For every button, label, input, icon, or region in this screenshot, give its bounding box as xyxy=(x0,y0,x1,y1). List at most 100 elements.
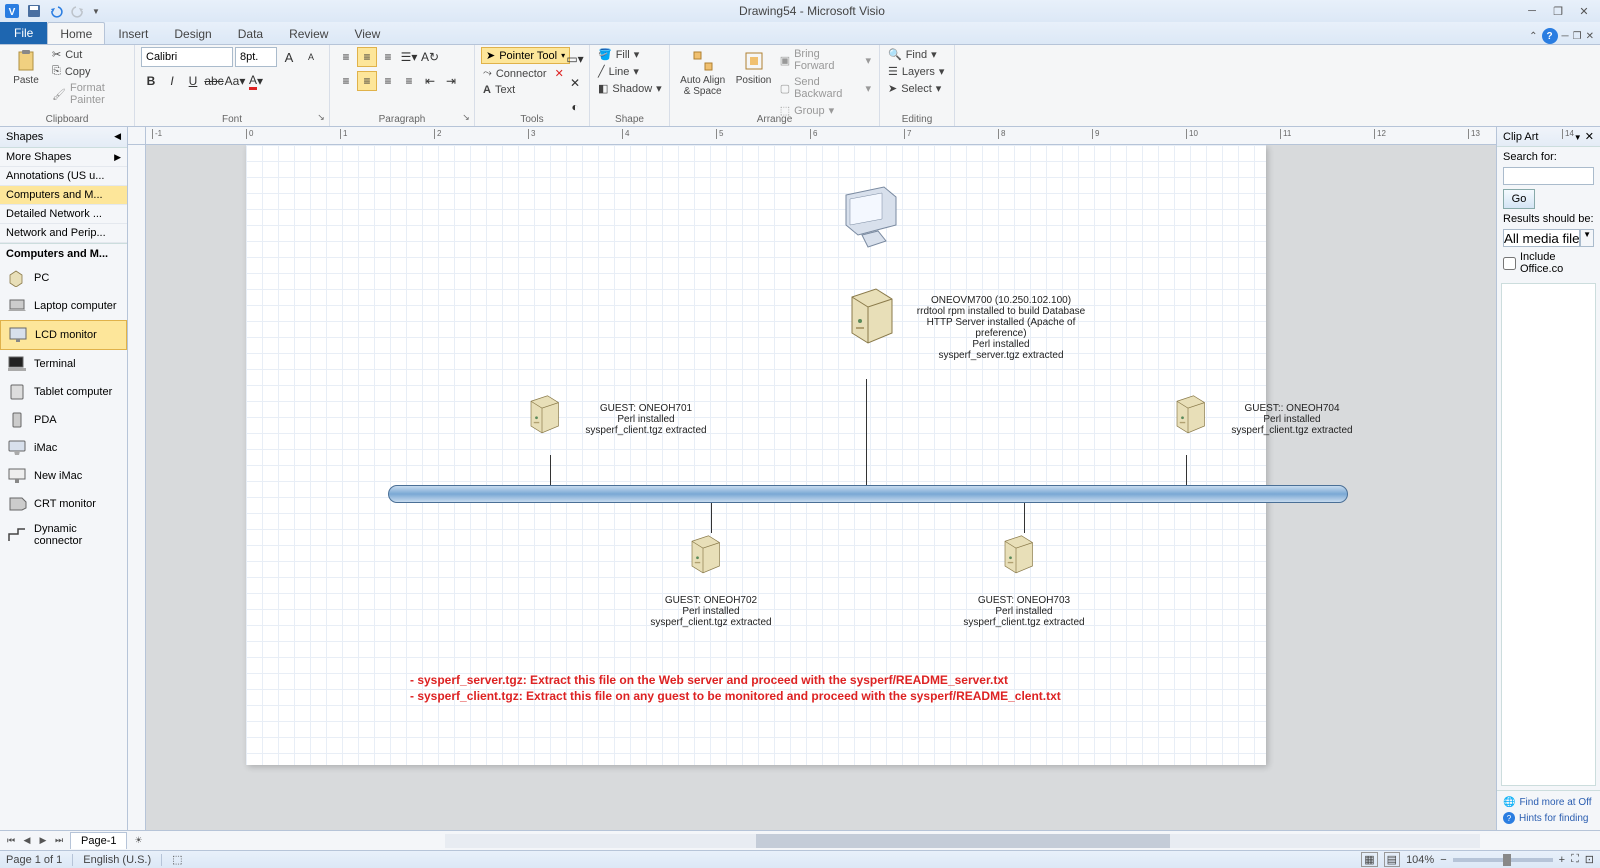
server-shape[interactable] xyxy=(1166,393,1210,440)
shapes-category[interactable]: Detailed Network ... xyxy=(0,205,127,224)
text-tool-button[interactable]: AText xyxy=(481,83,517,97)
shadow-button[interactable]: ◧Shadow▾ xyxy=(596,81,664,96)
server-shape[interactable] xyxy=(520,393,564,440)
align-bottom-button[interactable]: ≡ xyxy=(378,47,398,67)
tab-design[interactable]: Design xyxy=(161,22,224,44)
shapes-category[interactable]: Network and Perip... xyxy=(0,224,127,243)
line-button[interactable]: ╱Line▾ xyxy=(596,64,641,79)
view-fullscreen-icon[interactable]: ▤ xyxy=(1384,852,1400,867)
shapes-category[interactable]: Annotations (US u... xyxy=(0,167,127,186)
send-backward-button[interactable]: ▢Send Backward▾ xyxy=(778,75,873,101)
minimize-button[interactable]: ─ xyxy=(1520,3,1544,19)
paragraph-dialog-launcher[interactable]: ↘ xyxy=(460,112,472,124)
page-prev-button[interactable]: ◀ xyxy=(20,834,34,848)
shape-item[interactable]: Tablet computer xyxy=(0,378,127,406)
grow-font-icon[interactable]: A xyxy=(279,47,299,67)
zoom-slider-thumb[interactable] xyxy=(1503,854,1511,866)
align-justify-button[interactable]: ≡ xyxy=(399,71,419,91)
font-size-select[interactable] xyxy=(235,47,277,67)
shape-item[interactable]: New iMac xyxy=(0,462,127,490)
note-text[interactable]: - sysperf_client.tgz: Extract this file … xyxy=(410,689,1061,703)
note-text[interactable]: - sysperf_server.tgz: Extract this file … xyxy=(410,673,1008,687)
drawing-page[interactable]: ONEOVM700 (10.250.102.100) rrdtool rpm i… xyxy=(246,145,1266,765)
font-name-select[interactable] xyxy=(141,47,233,67)
more-shapes-button[interactable]: More Shapes▶ xyxy=(0,148,127,167)
rectangle-tool-icon[interactable]: ▭▾ xyxy=(565,49,585,69)
h-scrollbar[interactable] xyxy=(445,834,1480,848)
inner-restore-icon[interactable]: ❐ xyxy=(1573,31,1582,42)
language-status[interactable]: English (U.S.) xyxy=(83,854,151,866)
indent-inc-button[interactable]: ⇥ xyxy=(441,71,461,91)
select-button[interactable]: ➤Select▾ xyxy=(886,81,943,96)
italic-button[interactable]: I xyxy=(162,71,182,91)
ribbon-minimize-icon[interactable]: ⌃ xyxy=(1529,31,1537,42)
pan-zoom-button[interactable]: ⊡ xyxy=(1585,853,1594,866)
align-center-button[interactable]: ≡ xyxy=(357,71,377,91)
tab-file[interactable]: File xyxy=(0,22,47,44)
shape-item[interactable]: PDA xyxy=(0,406,127,434)
copy-button[interactable]: ⎘Copy xyxy=(50,64,128,79)
server-shape[interactable] xyxy=(994,533,1038,580)
connection-point-icon[interactable]: ✕ xyxy=(565,73,585,93)
connector-line[interactable] xyxy=(866,379,867,485)
server-shape[interactable] xyxy=(681,533,725,580)
h-scrollbar-thumb[interactable] xyxy=(756,834,1170,848)
indent-dec-button[interactable]: ⇤ xyxy=(420,71,440,91)
tab-view[interactable]: View xyxy=(341,22,393,44)
shape-item[interactable]: Dynamic connector xyxy=(0,518,127,552)
view-normal-icon[interactable]: ▦ xyxy=(1361,852,1377,867)
server-shape[interactable] xyxy=(836,285,900,352)
page-next-button[interactable]: ▶ xyxy=(36,834,50,848)
case-button[interactable]: Aa▾ xyxy=(225,71,245,91)
fit-page-button[interactable]: ⛶ xyxy=(1571,853,1579,866)
save-icon[interactable] xyxy=(26,3,42,19)
shape-item[interactable]: PC xyxy=(0,264,127,292)
restore-button[interactable]: ❐ xyxy=(1546,3,1570,19)
font-color-button[interactable]: A▾ xyxy=(246,71,266,91)
shape-item[interactable]: LCD monitor xyxy=(0,320,127,350)
position-button[interactable]: Position xyxy=(733,47,773,88)
tab-home[interactable]: Home xyxy=(47,22,105,44)
tab-data[interactable]: Data xyxy=(225,22,276,44)
format-painter-button[interactable]: 🖌Format Painter xyxy=(50,81,128,107)
media-types-dropdown-icon[interactable]: ▼ xyxy=(1580,229,1594,247)
clipart-go-button[interactable]: Go xyxy=(1503,189,1535,209)
cut-button[interactable]: ✂Cut xyxy=(50,47,128,62)
strikethrough-button[interactable]: abc xyxy=(204,71,224,91)
underline-button[interactable]: U xyxy=(183,71,203,91)
find-more-link[interactable]: 🌐Find more at Off xyxy=(1503,795,1594,810)
align-right-button[interactable]: ≡ xyxy=(378,71,398,91)
shape-item[interactable]: Terminal xyxy=(0,350,127,378)
hints-link[interactable]: ?Hints for finding xyxy=(1503,810,1594,826)
connector-line[interactable] xyxy=(1186,455,1187,485)
clipart-dropdown-icon[interactable]: ▼ xyxy=(1574,133,1582,142)
new-page-button[interactable]: ☀ xyxy=(131,834,145,848)
shrink-font-icon[interactable]: A xyxy=(301,47,321,67)
inner-minimize-icon[interactable]: ─ xyxy=(1562,31,1569,42)
shape-item[interactable]: Laptop computer xyxy=(0,292,127,320)
clipart-search-input[interactable] xyxy=(1503,167,1594,185)
connector-line[interactable] xyxy=(711,503,712,533)
font-dialog-launcher[interactable]: ↘ xyxy=(315,112,327,124)
undo-icon[interactable] xyxy=(48,3,64,19)
align-top-button[interactable]: ≡ xyxy=(336,47,356,67)
delete-connector-icon[interactable]: ✕ xyxy=(555,67,564,80)
shape-item[interactable]: iMac xyxy=(0,434,127,462)
inner-close-icon[interactable]: ✕ xyxy=(1586,31,1594,42)
qat-dropdown-icon[interactable]: ▼ xyxy=(92,7,100,16)
redo-icon[interactable] xyxy=(70,3,86,19)
zoom-out-button[interactable]: − xyxy=(1440,854,1446,866)
canvas-viewport[interactable]: ONEOVM700 (10.250.102.100) rrdtool rpm i… xyxy=(146,145,1496,830)
zoom-slider[interactable] xyxy=(1453,858,1553,862)
shapes-category[interactable]: Computers and M... xyxy=(0,186,127,205)
tab-insert[interactable]: Insert xyxy=(105,22,161,44)
bold-button[interactable]: B xyxy=(141,71,161,91)
align-left-button[interactable]: ≡ xyxy=(336,71,356,91)
paste-button[interactable]: Paste xyxy=(6,47,46,88)
macro-record-icon[interactable]: ⬚ xyxy=(172,853,182,866)
network-bus-shape[interactable] xyxy=(388,485,1348,503)
pointer-tool-button[interactable]: ➤Pointer Tool▾ xyxy=(481,47,570,64)
zoom-in-button[interactable]: + xyxy=(1559,854,1565,866)
rotate-text-button[interactable]: A↻ xyxy=(420,47,440,67)
shape-item[interactable]: CRT monitor xyxy=(0,490,127,518)
